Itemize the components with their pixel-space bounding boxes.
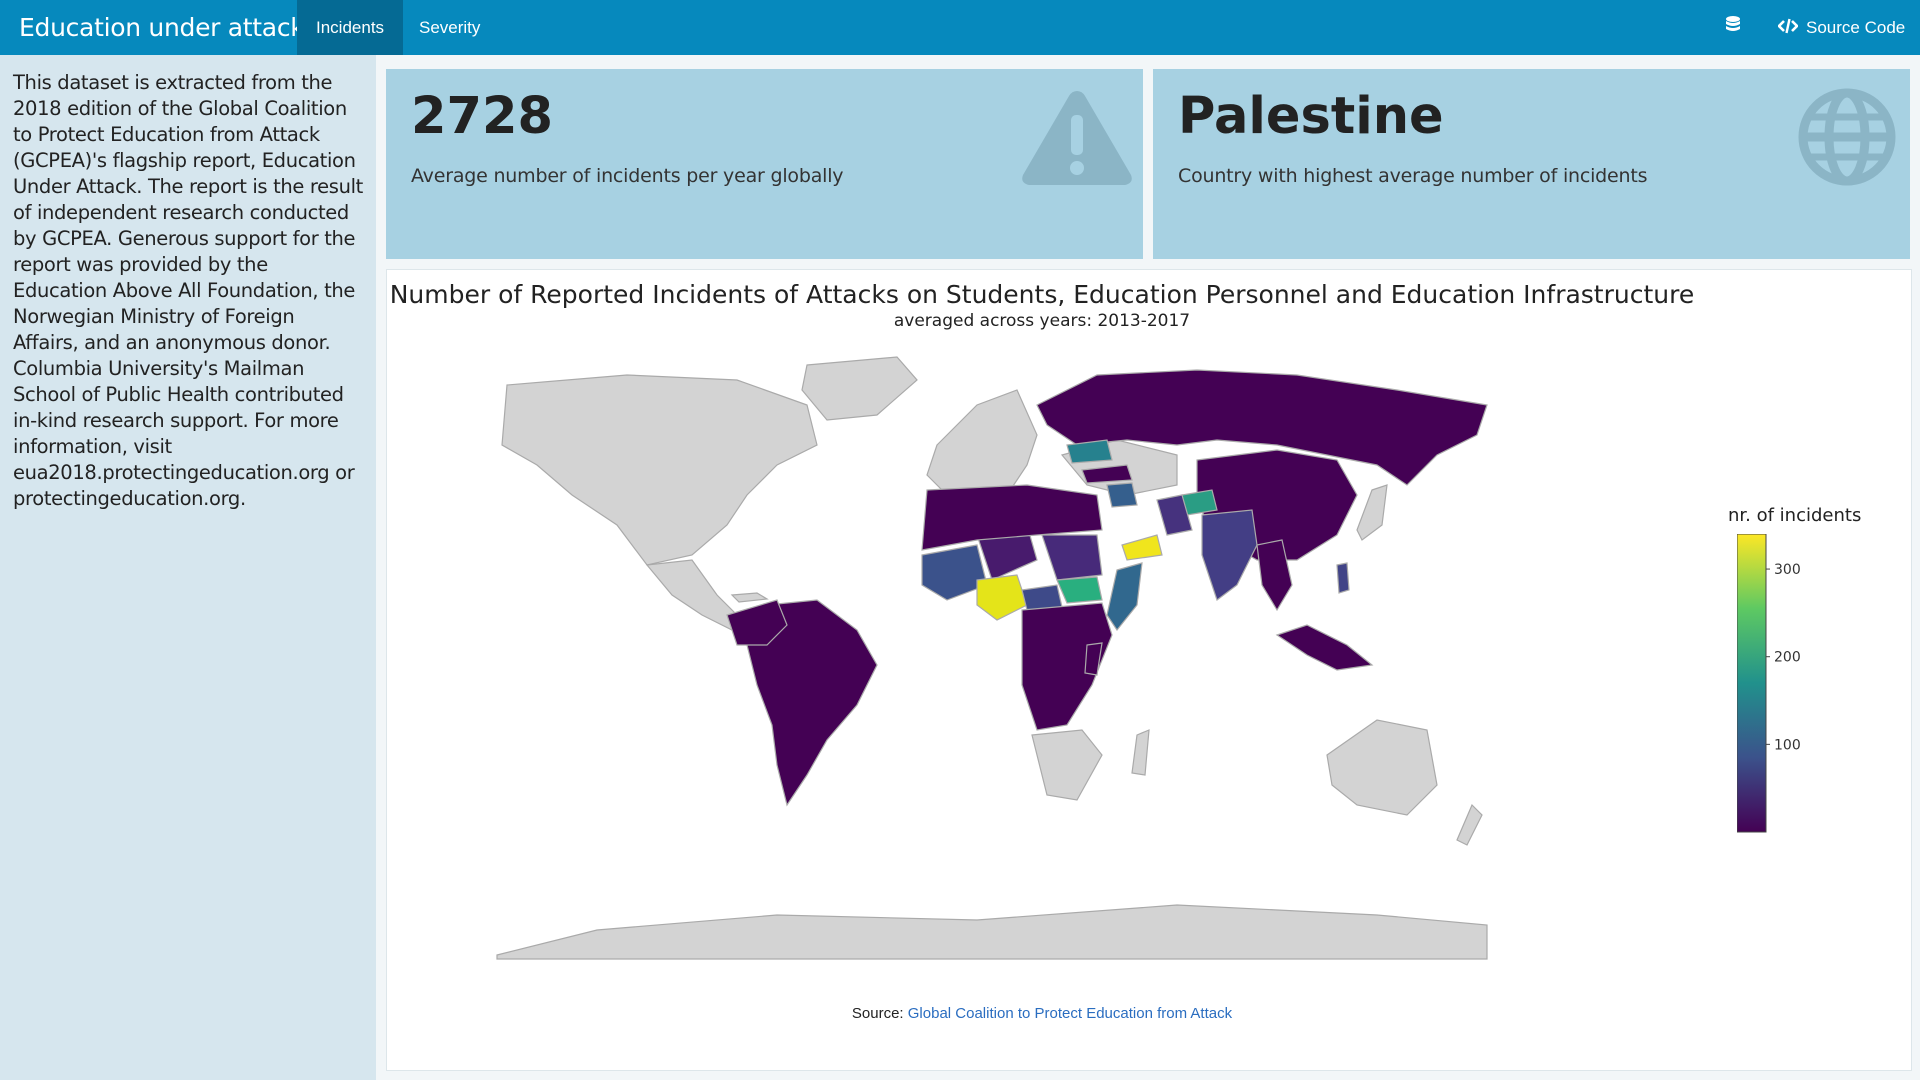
globe-icon xyxy=(1797,87,1897,192)
source-link[interactable]: Global Coalition to Protect Education fr… xyxy=(907,1005,1233,1022)
sidebar: This dataset is extracted from the 2018 … xyxy=(0,55,375,1080)
app-title[interactable]: Education under attack xyxy=(19,13,305,42)
colorbar-tick-label: 200 xyxy=(1774,650,1801,666)
database-icon xyxy=(1726,1,1740,56)
region-india xyxy=(1201,509,1258,601)
region-syria xyxy=(1106,482,1138,508)
chart-subtitle: averaged across years: 2013-2017 xyxy=(893,311,1191,331)
value-box-average-incidents: 2728 Average number of incidents per yea… xyxy=(386,69,1143,259)
region-europe xyxy=(926,389,1038,506)
region-se-asia xyxy=(1256,539,1293,612)
main-panel: 2728 Average number of incidents per yea… xyxy=(376,55,1920,1080)
region-south-sudan xyxy=(1056,576,1103,604)
region-sudan xyxy=(1041,534,1103,581)
region-central-africa xyxy=(1021,602,1113,731)
region-australia xyxy=(1326,719,1438,816)
source-code-link[interactable]: Source Code xyxy=(1777,0,1906,56)
colorbar-tick-label: 300 xyxy=(1774,562,1801,578)
tab-severity[interactable]: Severity xyxy=(419,18,481,37)
region-ukraine xyxy=(1066,439,1113,464)
colorbar-tick-label: 100 xyxy=(1774,737,1801,753)
region-north-africa xyxy=(921,484,1103,551)
dataset-description: This dataset is extracted from the 2018 … xyxy=(13,71,363,510)
top-country-value: Palestine xyxy=(1178,87,1444,146)
colorbar-title: nr. of incidents xyxy=(1728,505,1862,526)
region-pakistan xyxy=(1156,494,1193,536)
database-button[interactable] xyxy=(1726,0,1748,55)
warning-icon xyxy=(1020,87,1134,192)
region-mali xyxy=(921,544,988,601)
region-somalia xyxy=(1106,562,1143,632)
average-incidents-subtitle: Average number of incidents per year glo… xyxy=(411,165,844,187)
region-philippines xyxy=(1336,562,1350,594)
world-map[interactable] xyxy=(477,345,1607,985)
source-attribution: Source: Global Coalition to Protect Educ… xyxy=(387,1005,1697,1022)
navbar: Education under attack Incidents Severit… xyxy=(0,0,1920,55)
region-car xyxy=(1021,584,1063,611)
region-nigeria xyxy=(976,574,1028,621)
region-russia xyxy=(1036,369,1488,486)
code-icon xyxy=(1777,1,1799,56)
map-chart: Number of Reported Incidents of Attacks … xyxy=(386,269,1912,1071)
region-colombia xyxy=(726,599,788,646)
region-central-america xyxy=(645,559,743,631)
value-box-top-country: Palestine Country with highest average n… xyxy=(1153,69,1910,259)
colorbar: 100 200 300 xyxy=(1736,533,1801,833)
average-incidents-value: 2728 xyxy=(411,87,553,146)
source-code-label: Source Code xyxy=(1806,18,1906,37)
region-north-america xyxy=(501,374,818,566)
region-brazil xyxy=(746,599,878,807)
tab-incidents[interactable]: Incidents xyxy=(297,0,404,55)
chart-title: Number of Reported Incidents of Attacks … xyxy=(389,280,1695,309)
colorbar-legend: nr. of incidents 100 200 300 xyxy=(1728,505,1861,839)
source-prefix: Source: xyxy=(851,1005,908,1022)
region-turkey xyxy=(1081,464,1133,484)
region-yemen xyxy=(1121,534,1163,561)
region-antarctica xyxy=(496,904,1488,960)
region-indonesia xyxy=(1275,624,1374,671)
top-country-subtitle: Country with highest average number of i… xyxy=(1178,165,1648,187)
region-greenland xyxy=(801,356,918,421)
